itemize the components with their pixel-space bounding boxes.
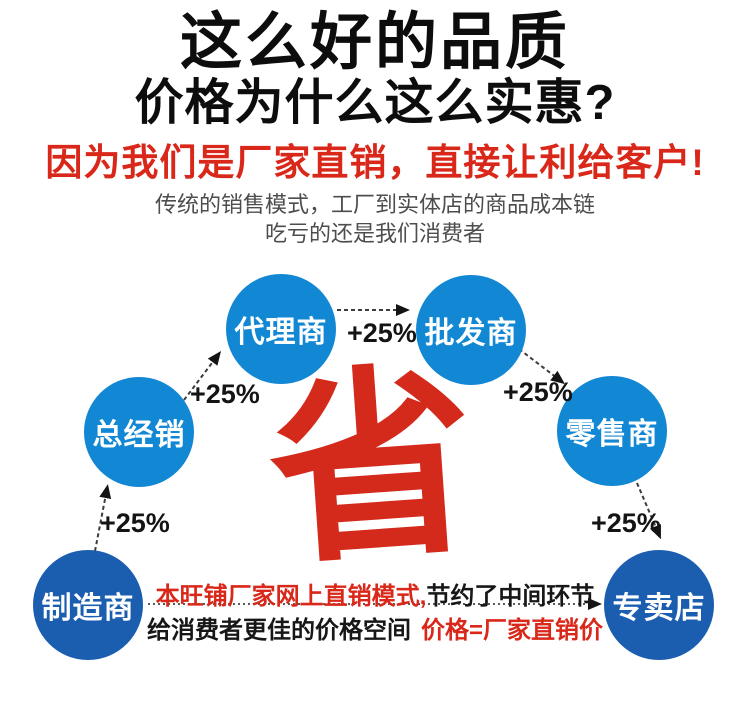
intro-line2: 吃亏的还是我们消费者	[264, 221, 485, 246]
footnote-line1: 本旺铺厂家网上直销模式,节约了中间环节	[0, 576, 750, 611]
node-manufacturer: 制造商	[33, 550, 143, 660]
node-general-distributor-label: 总经销	[92, 419, 186, 452]
main-title-line1: 这么好的品质	[179, 8, 570, 77]
arrow-wholesaler-to-retailer	[518, 348, 565, 385]
markup-label-5: +25%	[591, 508, 661, 538]
node-retailer: 零售商	[557, 376, 667, 486]
node-general-distributor: 总经销	[84, 377, 194, 487]
footnote-line2-black: 给消费者更佳的价格空间	[146, 617, 411, 644]
node-retailer-label: 零售商	[565, 418, 659, 451]
node-agent-label: 代理商	[234, 316, 328, 349]
node-agent: 代理商	[226, 274, 336, 384]
main-title-line2: 价格为什么这么实惠?	[134, 76, 616, 130]
markup-label-3: +25%	[347, 318, 417, 348]
footnote-line1-black: 节约了中间环节	[426, 583, 595, 610]
markup-label-1: +25%	[100, 508, 170, 538]
node-specialty-store: 专卖店	[604, 550, 714, 660]
node-wholesaler: 批发商	[416, 275, 526, 385]
footnote-line1-red: 本旺铺厂家网上直销模式,	[155, 583, 427, 610]
node-manufacturer-label: 制造商	[41, 592, 135, 625]
node-specialty-store-label: 专卖店	[612, 592, 706, 625]
markup-label-4: +25%	[503, 377, 573, 407]
footnote-line2: 给消费者更佳的价格空间 价格=厂家直销价	[0, 610, 750, 645]
save-character: 省	[262, 347, 482, 589]
footnote-line2-red: 价格=厂家直销价	[420, 617, 603, 644]
factory-direct-banner: 因为我们是厂家直销，直接让利给客户!	[45, 142, 705, 183]
node-wholesaler-label: 批发商	[424, 317, 518, 350]
intro-line1: 传统的销售模式，工厂到实体店的商品成本链	[154, 192, 595, 217]
markup-label-2: +25%	[190, 379, 260, 409]
